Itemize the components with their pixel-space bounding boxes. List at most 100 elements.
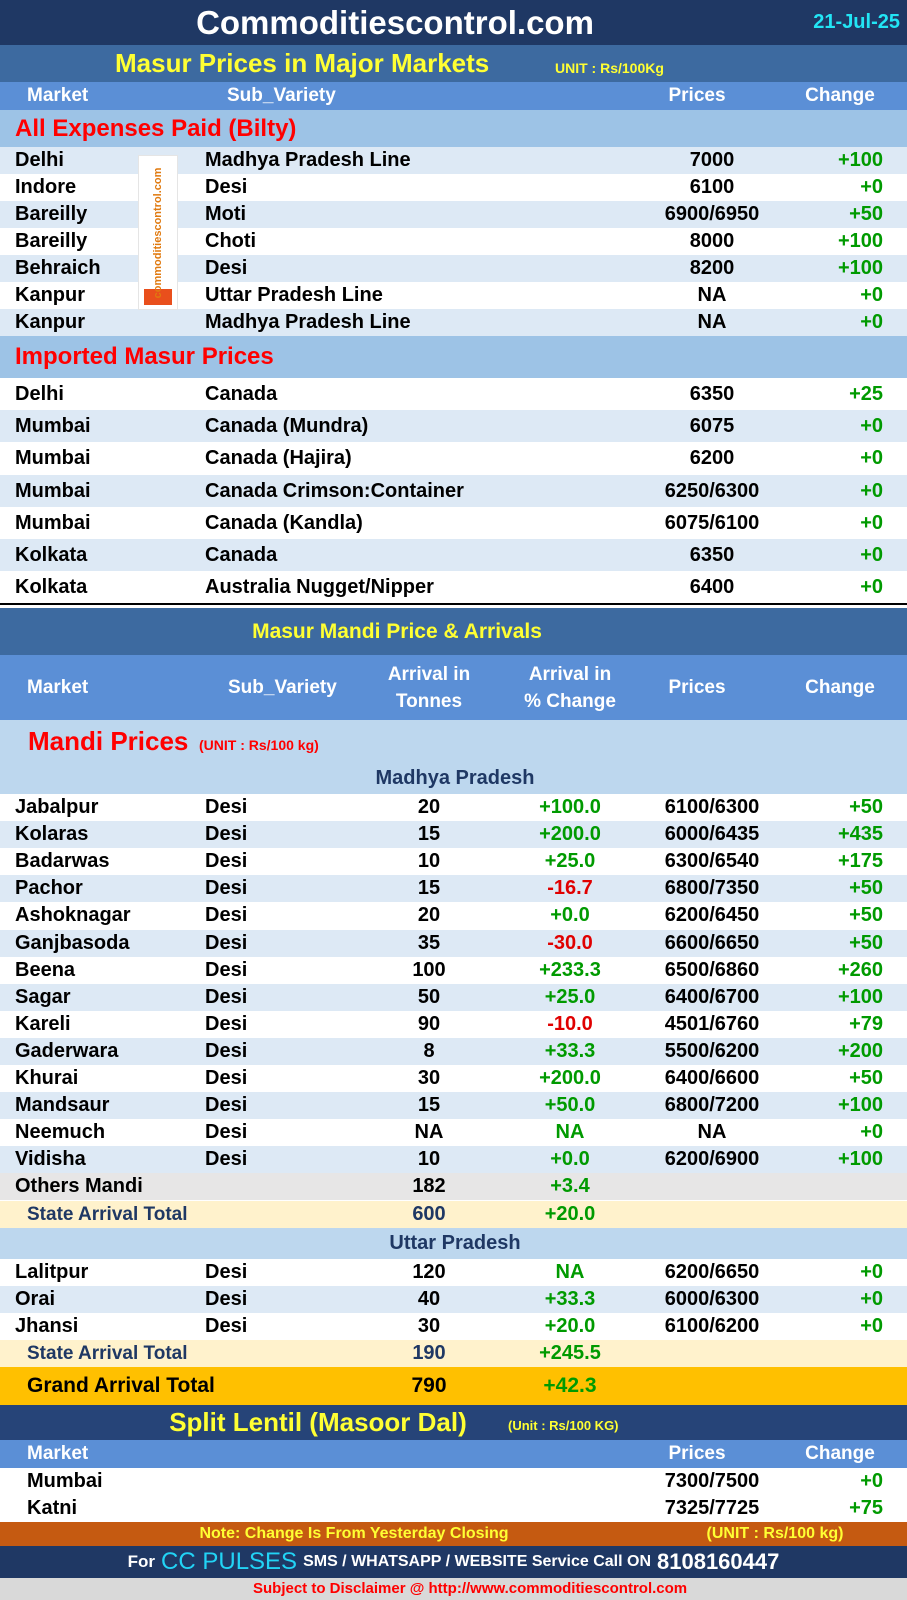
- cell: +0: [860, 544, 883, 566]
- cell: 20: [417, 796, 441, 818]
- cell: 6600/6650: [664, 931, 760, 954]
- cell: +50: [849, 904, 883, 927]
- cell: Uttar Pradesh Line: [205, 284, 383, 306]
- cell: Desi: [205, 823, 248, 846]
- cell: 20: [417, 904, 441, 927]
- cell: Gaderwara: [15, 1039, 119, 1062]
- cell: Beena: [15, 958, 76, 981]
- cell: Desi: [205, 1287, 248, 1310]
- note: Note: Change Is From Yesterday Closing: [199, 1525, 509, 1542]
- cell: +25: [849, 383, 883, 405]
- column-label: Market: [27, 1443, 89, 1464]
- cell: 182: [412, 1175, 446, 1198]
- state-header: [0, 763, 907, 794]
- cell: 10: [417, 1148, 441, 1171]
- cell: 6900/6950: [664, 203, 760, 225]
- cell: +260: [837, 958, 883, 981]
- cell: Desi: [205, 958, 248, 981]
- row-stripe: [0, 410, 907, 443]
- note-bar: [0, 1522, 907, 1546]
- cell: 15: [417, 877, 441, 900]
- cell: +0: [860, 1260, 883, 1283]
- cell: +100: [837, 985, 883, 1008]
- cell: +0: [860, 176, 883, 198]
- cell: Grand Arrival Total: [27, 1374, 215, 1397]
- cell: 6200/6450: [664, 904, 760, 927]
- column-label: Prices: [668, 677, 726, 698]
- cell: +25.0: [544, 985, 596, 1008]
- total-row: [0, 1200, 907, 1228]
- cell: Kanpur: [15, 284, 85, 306]
- cell: +0: [860, 1470, 883, 1492]
- cell: Neemuch: [15, 1121, 106, 1144]
- cell: Kolkata: [15, 544, 88, 566]
- column-label: Market: [27, 85, 89, 106]
- cell: 8200: [689, 257, 735, 279]
- cell: Delhi: [15, 383, 64, 405]
- row-stripe: [0, 1146, 907, 1174]
- cell: +100: [837, 149, 883, 171]
- cell: +0.0: [550, 904, 590, 927]
- cell: 4501/6760: [664, 1012, 760, 1035]
- cell: Mumbai: [27, 1470, 103, 1492]
- cell: 100: [412, 958, 446, 981]
- group-header: [0, 720, 907, 763]
- cell: +3.4: [550, 1175, 590, 1198]
- row-stripe: [0, 821, 907, 849]
- column-header: [0, 1440, 907, 1468]
- cell: Lalitpur: [15, 1260, 89, 1283]
- cell: Mumbai: [15, 415, 91, 438]
- column-label: % Change: [524, 691, 616, 712]
- cell: Desi: [205, 796, 248, 818]
- cell: Delhi: [15, 149, 64, 171]
- cell: Desi: [205, 1260, 248, 1283]
- cell: Vidisha: [15, 1148, 86, 1171]
- cc-prefix: For: [127, 1552, 156, 1571]
- cell: Madhya Pradesh Line: [205, 311, 411, 333]
- cell: 6200/6900: [664, 1148, 760, 1171]
- cell: +25.0: [544, 850, 596, 873]
- cell: 6350: [689, 383, 735, 405]
- cell: 6075: [689, 415, 735, 438]
- cell: State Arrival Total: [27, 1203, 188, 1225]
- cell: Bareilly: [15, 230, 88, 252]
- cell: NA: [697, 311, 727, 333]
- cell: Kolkata: [15, 576, 88, 599]
- cell: +200: [837, 1039, 883, 1062]
- group-header: [0, 336, 907, 378]
- cell: Khurai: [15, 1067, 79, 1089]
- cell: Desi: [205, 176, 248, 198]
- cell: 6200/6650: [664, 1260, 760, 1283]
- cell: NA: [414, 1121, 444, 1144]
- cell: +0: [860, 447, 883, 470]
- cell: 30: [417, 1067, 441, 1089]
- row-stripe: [0, 474, 907, 507]
- group-title: Mandi Prices: [28, 726, 189, 756]
- column-label: Prices: [668, 1443, 726, 1464]
- cell: 6075/6100: [664, 511, 760, 534]
- cell: Desi: [205, 931, 248, 954]
- cell: +50: [849, 877, 883, 900]
- cell: 600: [412, 1202, 446, 1225]
- row-stripe: [0, 875, 907, 903]
- cell: 6100/6300: [664, 796, 760, 818]
- disclaimer-bar: [0, 1578, 907, 1600]
- section-title-bar: [0, 608, 907, 655]
- cell: Canada (Kandla): [205, 511, 363, 534]
- total-row: [0, 1339, 907, 1367]
- cell: 10: [417, 850, 441, 873]
- cell: Mumbai: [15, 511, 91, 534]
- cell: Katni: [27, 1497, 77, 1519]
- service-bar: [0, 1546, 907, 1578]
- cell: Mandsaur: [15, 1094, 110, 1117]
- cell: +50.0: [544, 1094, 596, 1117]
- cc-text: SMS / WHATSAPP / WEBSITE Service Call ON: [303, 1553, 651, 1570]
- cell: +100.0: [539, 796, 601, 818]
- cell: Mumbai: [15, 479, 91, 502]
- cell: -30.0: [547, 931, 593, 954]
- header-bar: [0, 0, 907, 45]
- cell: +33.3: [544, 1287, 596, 1310]
- column-label: Change: [805, 1443, 875, 1464]
- cell: Desi: [205, 850, 248, 873]
- logo-mark: [144, 289, 172, 305]
